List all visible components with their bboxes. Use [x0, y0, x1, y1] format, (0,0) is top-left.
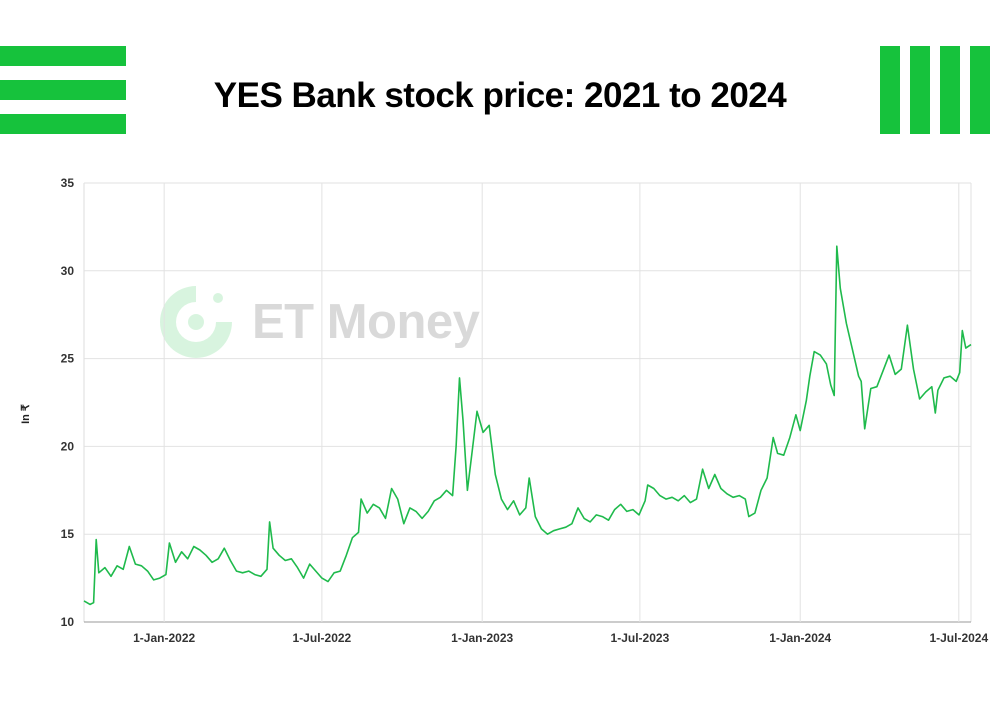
- y-tick-label: 35: [61, 176, 75, 190]
- y-tick-label: 15: [61, 527, 75, 541]
- stripe: [0, 114, 126, 134]
- chart-title: YES Bank stock price: 2021 to 2024: [213, 76, 787, 115]
- stripe: [880, 46, 900, 134]
- watermark-text: ET Money: [252, 295, 480, 349]
- et-money-logo-icon: [160, 286, 232, 358]
- x-tick-label: 1-Jan-2022: [133, 631, 195, 645]
- x-tick-label: 1-Jan-2024: [769, 631, 831, 645]
- x-tick-label: 1-Jul-2022: [293, 631, 352, 645]
- y-axis-label: In ₹: [20, 404, 32, 424]
- x-axis-ticks: 1-Jan-2022 1-Jul-2022 1-Jan-2023 1-Jul-2023…: [133, 631, 988, 645]
- y-tick-label: 30: [61, 264, 75, 278]
- stripe: [0, 46, 126, 66]
- y-tick-label: 25: [61, 352, 75, 366]
- y-axis-ticks: 10 15 20 25 30 35: [61, 176, 75, 629]
- x-tick-label: 1-Jul-2024: [929, 631, 988, 645]
- x-tick-label: 1-Jul-2023: [611, 631, 670, 645]
- stripe: [970, 46, 990, 134]
- stripe: [940, 46, 960, 134]
- stripe: [0, 80, 126, 100]
- y-tick-label: 10: [61, 615, 75, 629]
- grid: [83, 182, 972, 623]
- stripe: [910, 46, 930, 134]
- x-tick-label: 1-Jan-2023: [451, 631, 513, 645]
- decorative-stripes-right: [880, 46, 990, 134]
- decorative-stripes-left: [0, 46, 126, 134]
- price-series-line: [83, 245, 972, 606]
- y-tick-label: 20: [61, 439, 75, 453]
